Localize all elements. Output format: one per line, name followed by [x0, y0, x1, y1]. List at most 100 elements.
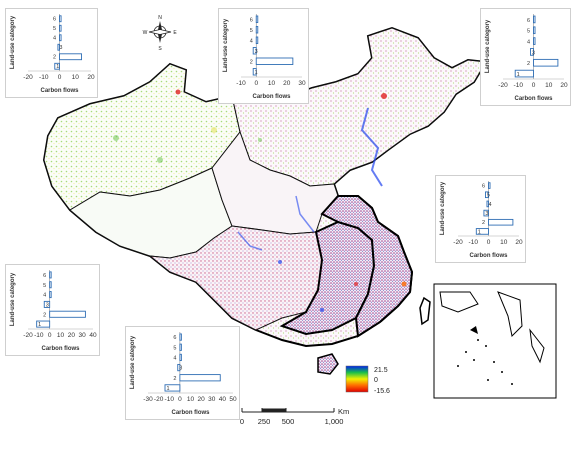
bar-category-6 [533, 15, 536, 24]
category-label-6: 6 [250, 18, 253, 24]
bar-category-2 [488, 218, 514, 226]
category-label-1: 1 [38, 322, 41, 328]
x-tick-label: 40 [89, 332, 97, 339]
bar-category-6 [255, 15, 259, 23]
x-axis-title: Carbon flows [514, 96, 553, 102]
legend-max-label: 21.5 [374, 367, 388, 374]
y-axis-title: Land-use category [10, 272, 16, 326]
x-axis-title: Carbon flows [41, 346, 80, 352]
x-axis-title: Carbon flows [40, 88, 79, 94]
x-tick-label: 20 [198, 396, 206, 403]
category-label-1: 1 [478, 229, 481, 235]
category-label-4: 4 [250, 39, 253, 45]
category-label-3: 3 [485, 211, 488, 217]
bar-category-1 [36, 320, 51, 328]
y-axis-title: Land-use category [440, 181, 446, 235]
x-axis-title: Carbon flows [171, 410, 210, 416]
category-label-6: 6 [53, 17, 56, 23]
y-axis-title: Land-use category [10, 15, 16, 69]
category-label-2: 2 [53, 55, 56, 61]
x-tick-label: 10 [268, 80, 276, 87]
category-label-5: 5 [173, 345, 176, 351]
bar-category-3 [252, 47, 257, 55]
legend-min-label: -15.6 [374, 388, 390, 395]
x-tick-label: -10 [165, 396, 175, 403]
category-label-6: 6 [43, 273, 46, 279]
x-tick-label: 30 [298, 80, 306, 87]
category-label-1: 1 [166, 386, 169, 392]
compass-n: N [158, 15, 162, 21]
x-tick-label: 10 [187, 396, 195, 403]
x-tick-label: -20 [154, 396, 164, 403]
x-tick-label: 30 [79, 332, 87, 339]
category-label-4: 4 [488, 202, 491, 208]
category-label-6: 6 [527, 18, 530, 24]
category-label-3: 3 [46, 302, 49, 308]
x-tick-label: 0 [487, 239, 491, 246]
scale-tick-250: 250 [258, 417, 271, 426]
bar-chart-top-center: Land-use category 1 2 3 4 5 6 -10 0 10 20 30 Carbon … [218, 8, 309, 104]
scale-tick-1000: 1,000 [325, 417, 344, 426]
region-east [320, 195, 414, 338]
category-label-3: 3 [255, 49, 258, 55]
legend-gradient [345, 365, 369, 393]
bar-category-6 [59, 15, 62, 23]
bar-category-5 [59, 24, 62, 32]
category-label-1: 1 [56, 64, 59, 70]
bar-category-4 [486, 200, 489, 208]
compass-e: E [173, 30, 177, 36]
x-tick-label: -10 [39, 74, 49, 81]
x-tick-label: 20 [87, 74, 95, 81]
bar-category-1 [475, 228, 489, 235]
scale-tick-500: 500 [282, 417, 295, 426]
category-label-1: 1 [255, 70, 258, 76]
x-tick-label: 0 [48, 332, 52, 339]
category-label-6: 6 [173, 335, 176, 341]
x-tick-label: 40 [219, 396, 227, 403]
bar-category-2 [179, 374, 221, 382]
bar-category-2 [49, 310, 86, 318]
bar-category-3 [177, 363, 181, 372]
category-label-4: 4 [53, 36, 56, 42]
category-label-4: 4 [173, 356, 176, 362]
compass-s: S [158, 46, 162, 52]
category-label-4: 4 [527, 39, 530, 45]
bar-category-5 [533, 26, 536, 35]
bar-chart-bottom-center: Land-use category 1 2 3 4 5 6 -30 -20 -10 0 10 20 30 4… [125, 326, 240, 420]
bar-category-1 [252, 68, 257, 76]
x-tick-label: 10 [545, 82, 553, 89]
bar-category-6 [49, 271, 52, 279]
x-tick-label: -20 [23, 74, 33, 81]
scale-bar: 0 250 500 1,000 Km [240, 407, 349, 426]
flow-hotspots [113, 89, 407, 312]
bar-category-5 [485, 191, 489, 199]
category-label-3: 3 [59, 45, 62, 51]
bar-chart-middle-right: Land-use category 1 2 3 4 5 6 -20 -10 0 10 20 Carbon… [435, 175, 526, 263]
x-tick-label: 0 [178, 396, 182, 403]
category-label-2: 2 [250, 60, 253, 66]
bar-category-6 [179, 333, 182, 341]
category-label-5: 5 [487, 193, 490, 199]
x-tick-label: 50 [229, 396, 237, 403]
bar-category-3 [530, 48, 534, 56]
x-tick-label: 10 [500, 239, 508, 246]
x-tick-label: -10 [469, 239, 479, 246]
bar-category-5 [179, 343, 182, 351]
bar-category-4 [49, 291, 52, 299]
color-legend: 21.5 0 -15.6 [345, 365, 390, 395]
x-tick-label: 10 [72, 74, 80, 81]
bar-category-5 [49, 281, 52, 289]
scale-unit: Km [338, 407, 349, 416]
bar-category-4 [179, 353, 182, 362]
category-label-5: 5 [53, 26, 56, 32]
x-tick-label: 20 [283, 80, 291, 87]
x-tick-label: 0 [532, 82, 536, 89]
x-tick-label: -10 [236, 80, 246, 87]
legend-mid-label: 0 [374, 377, 378, 384]
x-tick-label: 30 [208, 396, 216, 403]
category-label-6: 6 [482, 183, 485, 189]
